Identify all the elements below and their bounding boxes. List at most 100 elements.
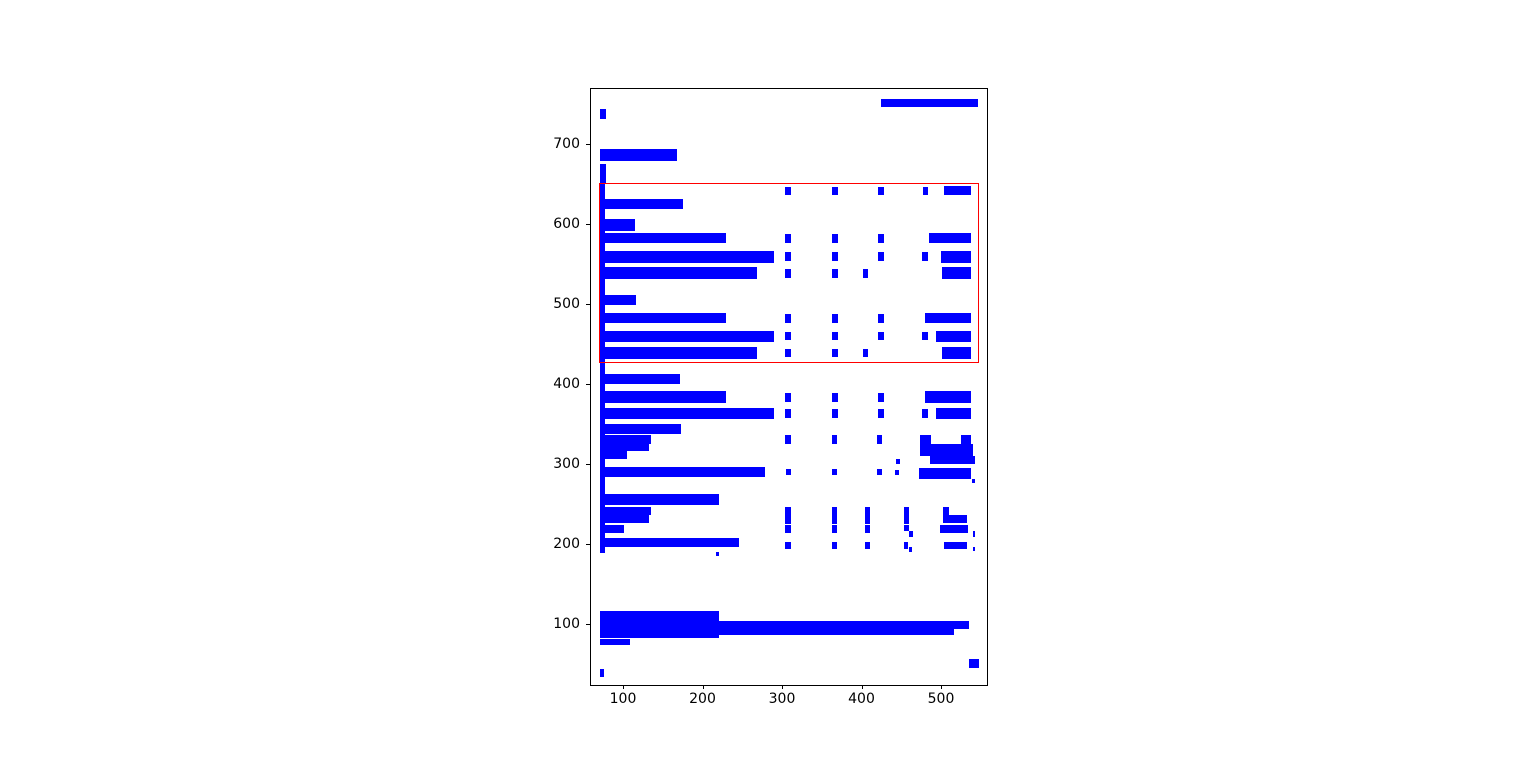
bounding-box [784,269,791,278]
bounding-box [944,185,971,196]
bounding-box [600,467,765,477]
bounding-box [922,409,928,418]
bounding-box [864,525,871,533]
bounding-box [831,186,838,196]
highlight-rectangle [599,182,979,363]
bounding-box [600,537,740,548]
bounding-box [864,507,871,525]
bounding-box [895,458,900,465]
bounding-box [909,530,913,537]
bounding-box [831,269,838,278]
y-tick-label: 100 [553,616,580,632]
x-tick-mark [702,685,704,689]
bounding-box [831,525,838,533]
bounding-box [935,408,971,419]
x-tick-label: 100 [609,691,637,707]
bounding-box [600,669,605,677]
bounding-box [784,332,791,341]
bounding-box [784,186,791,196]
y-tick-mark [586,304,590,305]
bounding-box [903,525,909,531]
bounding-box [930,456,975,465]
bounding-box [784,313,791,323]
bounding-box [719,621,954,636]
bounding-box [784,507,791,525]
bounding-box [784,525,791,533]
x-tick-mark [861,685,863,689]
bounding-box [784,393,791,402]
bounding-box [831,507,838,525]
bounding-box [600,435,651,445]
bounding-box [831,349,838,357]
bounding-box [831,233,838,243]
bounding-box [862,349,869,357]
bounding-box [784,349,791,357]
bounding-box [903,507,909,525]
bounding-box [973,546,975,551]
bounding-box [600,507,651,516]
y-tick-mark [586,384,590,385]
bounding-box [919,434,931,445]
bounding-box [972,479,976,484]
x-tick-label: 300 [768,691,796,707]
bounding-box [919,444,973,457]
bounding-box [876,435,882,445]
bounding-box [784,409,791,418]
x-tick-label: 500 [927,691,955,707]
bounding-box [784,252,791,261]
bounding-box [935,330,971,342]
bounding-box [922,252,928,261]
bounding-box [600,373,680,385]
bounding-box [922,186,928,196]
bounding-box [600,330,775,342]
bounding-box [786,469,791,476]
bounding-box [600,219,636,231]
bounding-box [877,186,884,196]
bounding-box [600,450,628,459]
y-tick-label: 500 [553,296,580,312]
y-tick-mark [586,224,590,225]
bounding-box [600,149,678,161]
bounding-box [600,525,624,533]
y-tick-mark [586,144,590,145]
bounding-box [600,250,775,263]
bounding-box [785,435,791,445]
bounding-box [831,252,838,261]
y-tick-label: 300 [553,456,580,472]
bounding-box [600,347,758,359]
bounding-box [973,530,975,537]
bounding-box [600,164,606,183]
x-tick-label: 200 [689,691,716,707]
y-tick-label: 400 [553,376,580,392]
bounding-box [600,610,720,638]
x-tick-mark [941,685,942,689]
bounding-box [940,525,969,533]
y-tick-label: 700 [553,136,580,152]
bounding-box [600,444,650,451]
x-tick-mark [782,685,783,689]
bounding-box [941,250,971,263]
bounding-box [876,469,882,476]
bounding-box [903,541,908,549]
bounding-box [600,294,636,305]
bounding-box [831,541,838,549]
bounding-box [942,347,971,359]
bounding-box [600,515,649,524]
bounding-box [922,332,928,341]
bounding-box [832,435,838,445]
bounding-box [600,233,727,244]
bounding-box [942,514,967,524]
plot-area [590,88,988,686]
bounding-box [864,541,871,549]
bounding-box [961,434,971,445]
bounding-box [895,469,900,475]
bounding-box [880,99,978,108]
y-tick-mark [586,624,590,625]
bounding-box [831,409,838,418]
bounding-box [877,233,884,243]
bounding-box [877,252,884,261]
bounding-box [600,198,683,209]
bounding-box [877,332,884,341]
bounding-box [953,621,969,629]
bounding-box [918,468,971,479]
